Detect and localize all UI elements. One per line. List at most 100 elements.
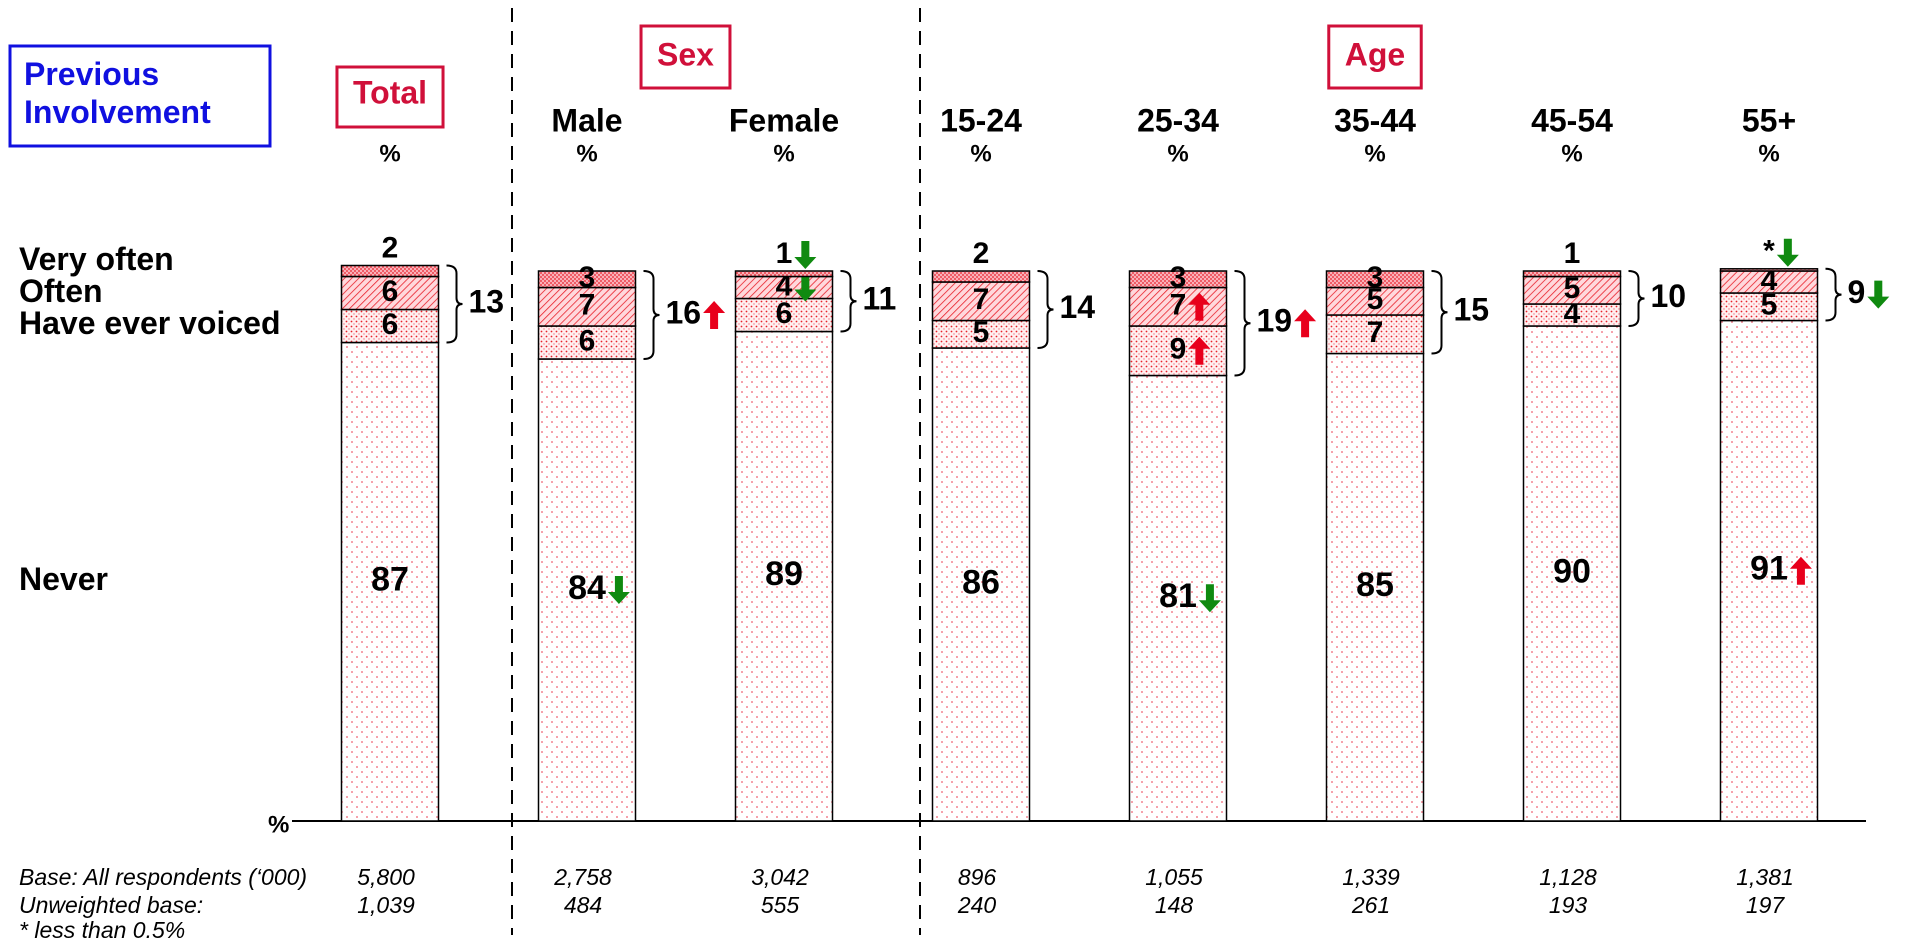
category-label: Female (729, 102, 839, 138)
base-value: 193 (1549, 892, 1588, 918)
bar-segment (931, 319, 1031, 349)
legend-label: Often (19, 273, 103, 309)
net-brace (1037, 270, 1054, 349)
net-brace (1825, 267, 1842, 322)
value-label: 6 (776, 297, 793, 330)
category-label: 35-44 (1334, 102, 1416, 138)
unit-label: % (773, 140, 794, 167)
value-label: 7 (1170, 289, 1187, 322)
value-label: 5 (1761, 289, 1778, 322)
bar-segment (931, 270, 1031, 283)
base-value: 555 (761, 892, 800, 918)
bar-segment (340, 308, 440, 344)
value-label: 5 (1367, 283, 1384, 316)
value-label: 6 (382, 308, 399, 341)
value-label: 4 (776, 269, 793, 302)
bar-segment (1128, 286, 1228, 327)
unit-label: % (1758, 140, 1779, 167)
bar-segment (537, 286, 637, 327)
net-brace (643, 270, 660, 360)
value-label: 3 (1170, 261, 1187, 294)
axis-unit: % (268, 811, 289, 838)
bar-segment (931, 281, 1031, 322)
value-label: 4 (1761, 264, 1778, 297)
base-value: 2,758 (553, 864, 612, 890)
significance-arrow (703, 301, 726, 329)
value-label: 84 (568, 569, 606, 607)
bar-segment (734, 297, 834, 333)
group-box (1327, 24, 1423, 90)
value-label: 4 (1564, 297, 1581, 330)
base-value: 197 (1746, 892, 1786, 918)
title-box (8, 44, 272, 148)
value-label: 7 (1367, 316, 1384, 349)
bar-segment (931, 347, 1031, 822)
base-value: 1,381 (1736, 864, 1794, 890)
bar-segment (340, 264, 440, 278)
net-label: 11 (863, 281, 897, 317)
group-box (639, 24, 732, 90)
value-label: 5 (973, 316, 990, 349)
value-label: 91 (1750, 550, 1788, 588)
bar-segment (734, 270, 834, 278)
base-value: 1,339 (1342, 864, 1400, 890)
bar-segment (1719, 268, 1819, 272)
value-label: 3 (1367, 261, 1384, 294)
net-label: 10 (1651, 278, 1687, 314)
significance-arrow (1867, 280, 1890, 309)
significance-arrow (607, 576, 630, 604)
legend-label: Have ever voiced (19, 305, 281, 341)
base-value: 1,128 (1539, 864, 1597, 890)
base-label: Unweighted base: (19, 892, 203, 918)
net-label: 13 (469, 283, 505, 319)
net-label: 19 (1257, 303, 1293, 339)
group-label: Sex (657, 36, 714, 72)
footnote: * less than 0.5% (19, 917, 185, 941)
bar-segment (1325, 270, 1425, 289)
value-label: 7 (579, 289, 596, 322)
value-label: 9 (1170, 333, 1187, 366)
net-label: 9 (1848, 274, 1866, 310)
group-label: Age (1345, 36, 1405, 72)
base-value: 484 (564, 892, 602, 918)
bar-segment (1522, 270, 1622, 278)
value-label: 6 (579, 324, 596, 357)
value-label: 1 (1564, 237, 1581, 270)
bar-segment (1325, 314, 1425, 355)
net-brace (446, 264, 463, 344)
base-value: 148 (1155, 892, 1194, 918)
unit-label: % (1561, 140, 1582, 167)
significance-arrow (794, 273, 817, 302)
value-label: 89 (765, 555, 803, 593)
value-label: 6 (382, 275, 399, 308)
net-brace (840, 270, 857, 333)
bar-segment (734, 330, 834, 822)
value-label: 5 (1564, 272, 1581, 305)
base-value: 5,800 (357, 864, 415, 890)
base-value: 240 (957, 892, 997, 918)
value-label: 3 (579, 261, 596, 294)
net-label: 15 (1454, 292, 1490, 328)
significance-arrow (794, 241, 817, 269)
category-label: 55+ (1742, 102, 1796, 138)
legend-label: Never (19, 561, 108, 597)
value-label: 7 (973, 283, 990, 316)
net-brace (1628, 270, 1645, 327)
base-label: Base: All respondents (‘000) (19, 864, 307, 890)
bar-segment (537, 270, 637, 289)
legend-label: Very often (19, 241, 174, 277)
category-label: 25-34 (1137, 102, 1219, 138)
base-value: 1,055 (1145, 864, 1203, 890)
significance-arrow (1789, 556, 1812, 585)
value-label: 90 (1553, 552, 1591, 590)
bar-segment (1522, 325, 1622, 822)
significance-arrow (1776, 238, 1799, 267)
significance-arrow (1294, 309, 1317, 338)
unit-label: % (1167, 140, 1188, 167)
base-value: 896 (958, 864, 997, 890)
net-label: 16 (666, 294, 702, 330)
net-label: 14 (1060, 289, 1096, 325)
significance-arrow (1188, 292, 1211, 321)
net-brace (1234, 270, 1251, 377)
